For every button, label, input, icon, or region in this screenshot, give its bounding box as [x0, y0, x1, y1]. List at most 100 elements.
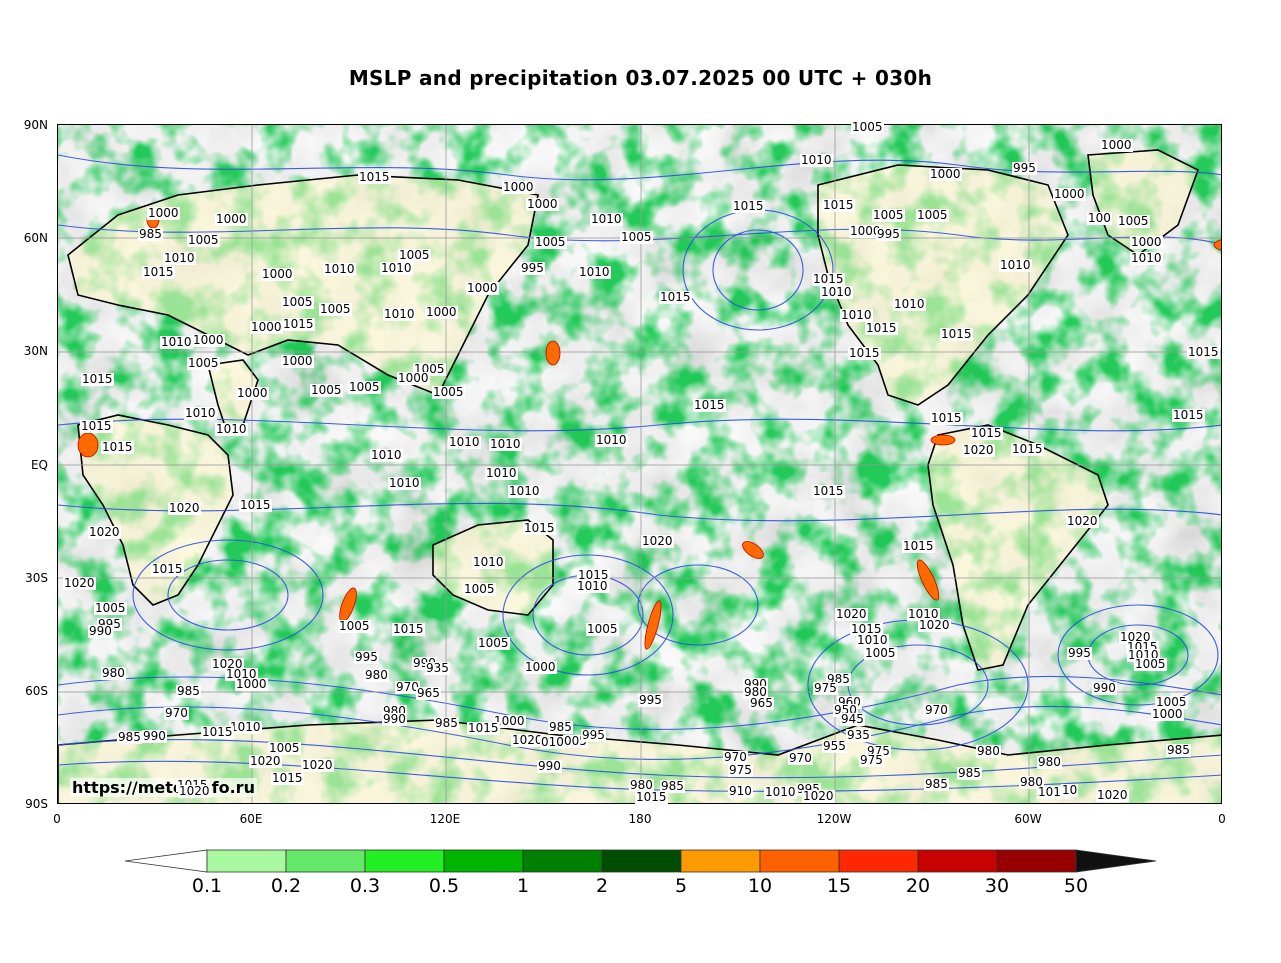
isobar-label: 1010 — [163, 251, 196, 265]
isobar-label: 1005 — [310, 383, 343, 397]
isobar-label: 1005 — [851, 120, 884, 134]
lon-label-60w: 60W — [1014, 812, 1042, 826]
colorbar-tick-label: 1 — [516, 875, 530, 897]
isobar-label: 1000 — [526, 197, 559, 211]
isobar-label: 1010 — [388, 476, 421, 490]
isobar-label: 1015 — [358, 170, 391, 184]
colorbar-tick-label: 30 — [984, 875, 1010, 897]
isobar-label: 1000 — [215, 212, 248, 226]
isobar-label: 990 — [142, 729, 167, 743]
isobar-label: 945 — [840, 712, 865, 726]
isobar-label: 1015 — [467, 721, 500, 735]
isobar-label: 1005 — [432, 385, 465, 399]
isobar-label: 980 — [629, 778, 654, 792]
isobar-label: 1015 — [940, 327, 973, 341]
isobar-label: 1010 — [907, 607, 940, 621]
isobar-label: 1010 — [380, 261, 413, 275]
isobar-label: 1005 — [268, 741, 301, 755]
colorbar-segment — [838, 849, 919, 873]
isobar-label: 1015 — [850, 622, 883, 636]
isobar-label: 1020 — [88, 525, 121, 539]
isobar-label: 970 — [395, 680, 420, 694]
isobar-label: 1015 — [80, 419, 113, 433]
colorbar-low-arrow — [125, 849, 208, 873]
isobar-label: 1010 — [160, 335, 193, 349]
isobar-label: 1000 — [524, 660, 557, 674]
lat-label-60n: 60N — [23, 231, 48, 245]
isobar-label: 995 — [876, 227, 901, 241]
isobar-label: 1020 — [301, 758, 334, 772]
isobar-label: 1005 — [1117, 214, 1150, 228]
isobar-label: 1000 — [281, 354, 314, 368]
colorbar-high-arrow — [1075, 849, 1157, 873]
isobar-label: 1005 — [338, 619, 371, 633]
isobar-label: 1005 — [348, 380, 381, 394]
isobar-label: 1020 — [63, 576, 96, 590]
isobar-label: 1010 — [370, 448, 403, 462]
lat-label-30s: 30S — [25, 571, 48, 585]
isobar-label: 1010 — [1130, 251, 1163, 265]
isobar-label: 1020 — [178, 784, 211, 798]
isobar-label: 990 — [88, 624, 113, 638]
isobar-label: 1020 — [802, 789, 835, 803]
isobar-label: 1010 — [184, 406, 217, 420]
isobar-label: 1005 — [916, 208, 949, 222]
isobar-label: 1015 — [970, 426, 1003, 440]
isobar-label: 1010 — [576, 579, 609, 593]
isobar-label: 1000 — [192, 333, 225, 347]
isobar-label: 1020 — [1119, 630, 1152, 644]
watermark: https://meteoinfo.ru — [70, 778, 257, 797]
isobar-label: 1005 — [872, 208, 905, 222]
colorbar-segment — [917, 849, 998, 873]
isobar-label: 1010 — [229, 720, 262, 734]
colorbar-segment — [680, 849, 761, 873]
isobar-label: 1005 — [864, 646, 897, 660]
isobar-label: 985 — [138, 227, 163, 241]
isobar-label: 1000 — [235, 677, 268, 691]
isobar-label: 1005 — [187, 356, 220, 370]
isobar-label: 1015 — [81, 372, 114, 386]
colorbar-tick-label: 5 — [674, 875, 688, 897]
isobar-label: 990 — [1092, 681, 1117, 695]
isobar-label: 910 — [728, 784, 753, 798]
isobar-label: 995 — [581, 728, 606, 742]
isobar-label: 1005 — [187, 233, 220, 247]
isobar-label: 1010 — [820, 285, 853, 299]
isobar-label: 1010 — [590, 212, 623, 226]
isobar-label: 980 — [976, 744, 1001, 758]
isobar-label: 1020 — [1066, 514, 1099, 528]
isobar-label: 1010 — [595, 433, 628, 447]
isobar-label: 1005 — [534, 235, 567, 249]
isobar-label: 975 — [859, 753, 884, 767]
isobar-label: 980 — [1019, 775, 1044, 789]
isobar-label: 1000 — [425, 305, 458, 319]
isobar-label: 935 — [846, 728, 871, 742]
isobar-label: 955 — [822, 739, 847, 753]
isobar-label: 980 — [1037, 755, 1062, 769]
isobar-label: 980 — [101, 666, 126, 680]
lat-label-eq: EQ — [30, 458, 48, 472]
isobar-label: 970 — [723, 750, 748, 764]
colorbar-segment — [601, 849, 682, 873]
isobar-label: 975 — [813, 681, 838, 695]
isobar-label: 1015 — [282, 317, 315, 331]
isobar-label: 1010 — [999, 258, 1032, 272]
isobar-label: 1020 — [835, 607, 868, 621]
isobar-label: 1000 — [1053, 187, 1086, 201]
isobar-label: 1015 — [635, 790, 668, 804]
isobar-label: 995 — [1012, 161, 1037, 175]
isobar-label: 1015 — [812, 484, 845, 498]
isobar-label: 985 — [176, 684, 201, 698]
isobar-label: 100 — [1087, 211, 1112, 225]
isobar-label: 985 — [1166, 743, 1191, 757]
isobar-label: 985 — [957, 766, 982, 780]
isobar-label: 1005 — [586, 622, 619, 636]
colorbar-tick-label: 20 — [905, 875, 931, 897]
isobar-label: 965 — [416, 686, 441, 700]
isobar-label: 1000 — [1151, 707, 1184, 721]
lon-label-120e: 120E — [429, 812, 461, 826]
isobar-label: 1000 — [849, 224, 882, 238]
isobar-label: 1015 — [151, 562, 184, 576]
isobar-label: 1020 — [918, 618, 951, 632]
isobar-label: 1020 — [168, 501, 201, 515]
